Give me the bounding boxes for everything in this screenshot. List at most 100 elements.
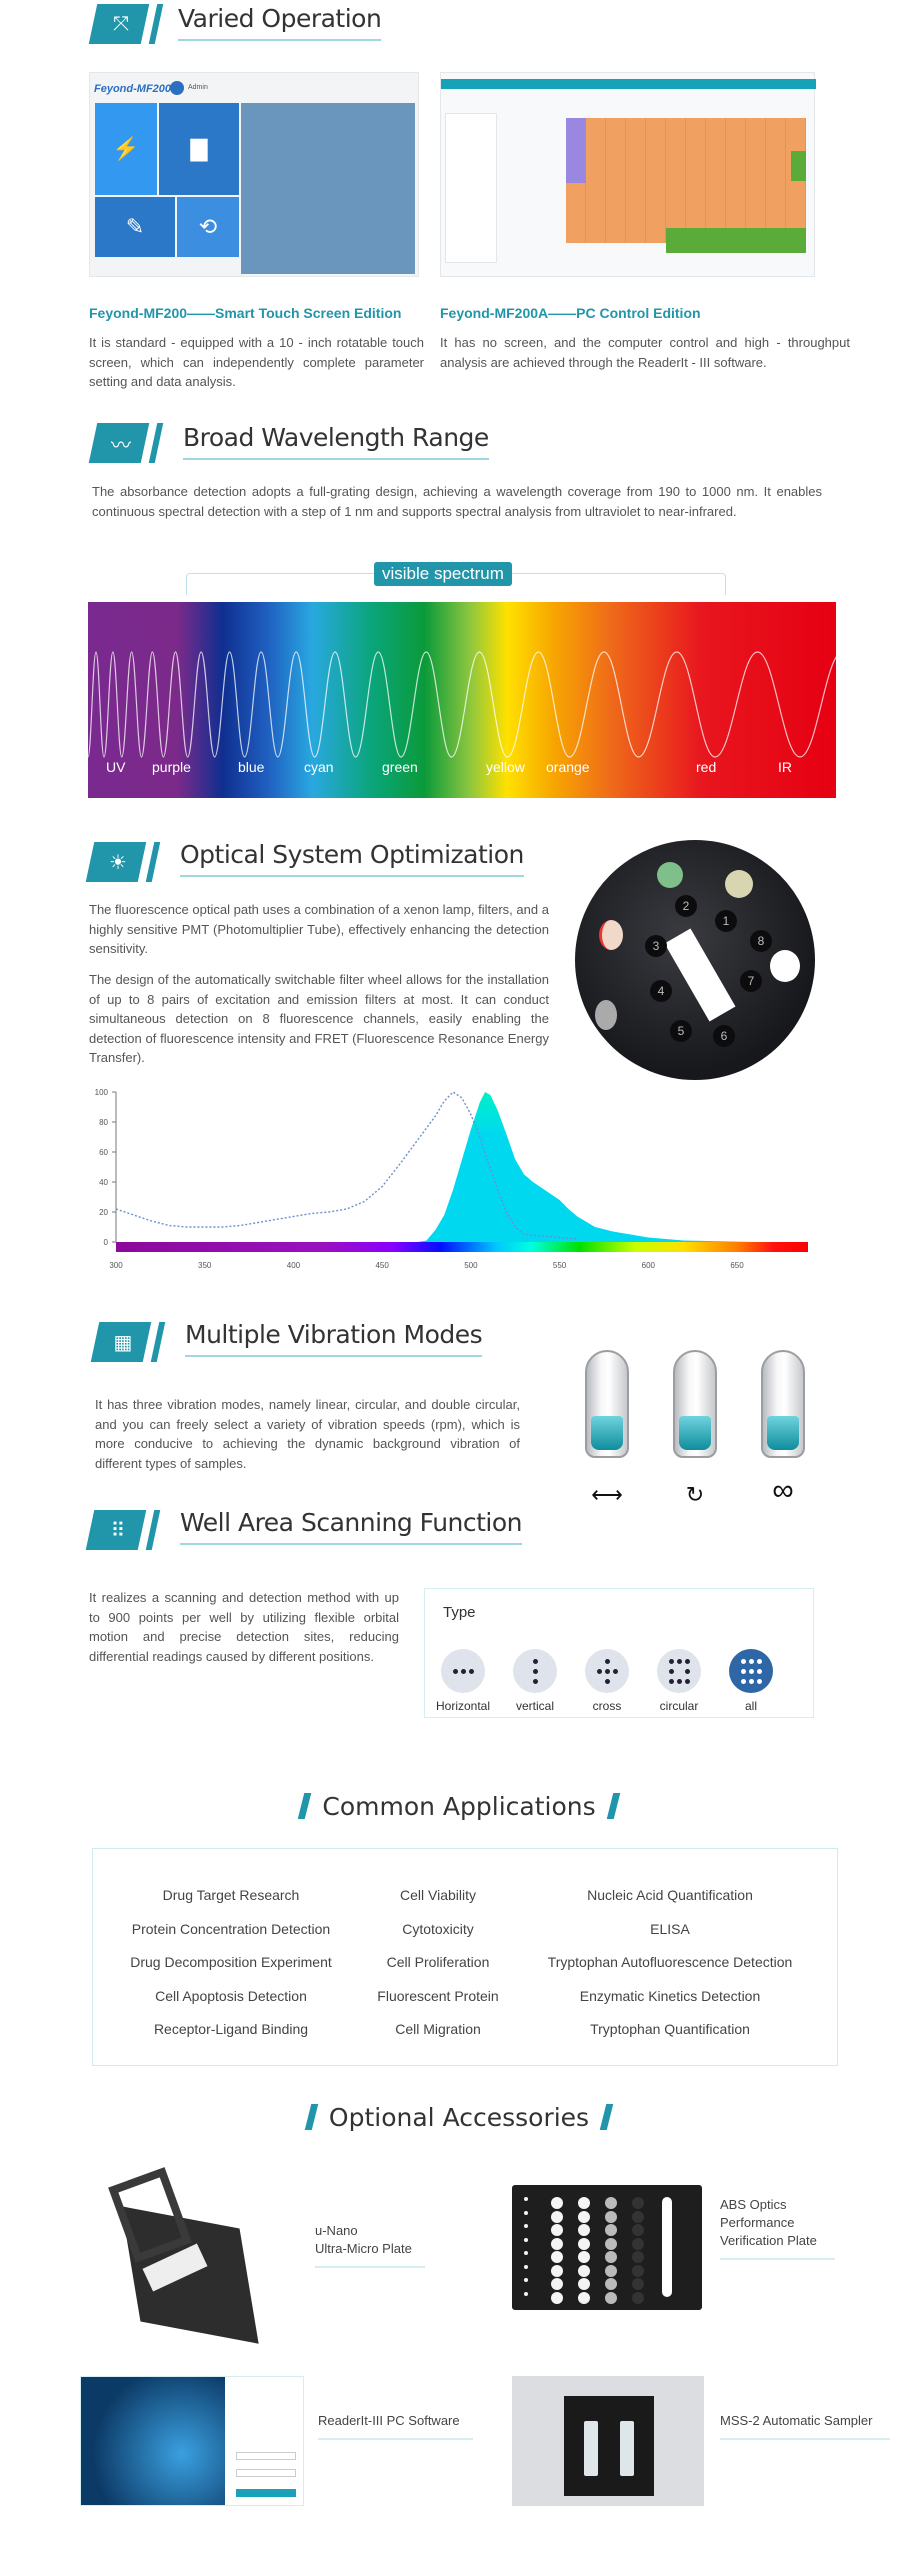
application-item: ELISA xyxy=(650,1920,690,1937)
band-label: purple xyxy=(152,759,191,775)
user-avatar-icon xyxy=(170,81,184,95)
application-item: Nucleic Acid Quantification xyxy=(587,1887,753,1903)
filter-slot-number: 2 xyxy=(675,895,697,917)
application-item: Tryptophan Autofluorescence Detection xyxy=(547,1954,793,1970)
y-tick-label: 100 xyxy=(95,1088,109,1097)
scan-pattern-icon xyxy=(513,1649,557,1693)
application-item: Cell Viability xyxy=(400,1887,476,1903)
x-tick-label: 400 xyxy=(287,1261,301,1270)
accessory-label-readerit: ReaderIt-III PC Software xyxy=(318,2412,473,2440)
wave-icon: 〰 xyxy=(88,423,164,463)
scan-type-all[interactable]: all xyxy=(721,1649,781,1713)
scan-pattern-icon xyxy=(729,1649,773,1693)
optical-paragraph-2: The design of the automatically switchab… xyxy=(89,972,549,1065)
pc-software-ui-image xyxy=(440,72,816,277)
scan-pattern-icon xyxy=(585,1649,629,1693)
section-title-scanning: Well Area Scanning Function xyxy=(180,1508,523,1545)
scan-type-label: Horizontal xyxy=(435,1699,491,1713)
band-label: blue xyxy=(238,759,265,775)
tube-circular xyxy=(673,1350,717,1458)
touch-user: Admin xyxy=(188,84,208,91)
infinity-icon: ∞ xyxy=(772,1474,794,1507)
accessory-label-u-nano: u-Nano Ultra-Micro Plate xyxy=(315,2222,425,2268)
accessory-label-abs-plate: ABS Optics Performance Verification Plate xyxy=(720,2196,835,2260)
touch-description: It is standard - equipped with a 10 - in… xyxy=(89,335,424,389)
abs-verification-plate-image xyxy=(512,2185,702,2310)
scan-type-cross[interactable]: cross xyxy=(577,1649,637,1713)
section-title-optical: Optical System Optimization xyxy=(180,840,524,877)
y-tick-label: 60 xyxy=(99,1148,108,1157)
section-title-accessories: Optional Accessories xyxy=(0,2103,918,2132)
x-tick-label: 550 xyxy=(553,1261,567,1270)
varied-operation-icon: ⤧ xyxy=(88,4,164,44)
filter-slot-number: 7 xyxy=(740,970,762,992)
x-tick-label: 500 xyxy=(464,1261,478,1270)
filter-slot-number: 4 xyxy=(650,980,672,1002)
application-item: Cytotoxicity xyxy=(402,1920,474,1937)
lamp-icon: ☀ xyxy=(85,842,161,882)
visible-spectrum-label: visible spectrum xyxy=(374,562,512,586)
shaking-plate-icon: ▦ xyxy=(90,1322,166,1362)
application-item: Tryptophan Quantification xyxy=(590,2021,750,2037)
optical-paragraph-1: The fluorescence optical path uses a com… xyxy=(89,902,549,956)
application-item: Drug Target Research xyxy=(162,1887,300,1903)
filter-slot-number: 1 xyxy=(715,910,737,932)
scan-type-label: circular xyxy=(659,1699,699,1713)
scan-type-panel: Type Horizontal vertical cross circular all xyxy=(424,1588,814,1718)
scan-type-horizontal[interactable]: Horizontal xyxy=(433,1649,493,1713)
band-label: IR xyxy=(778,759,792,775)
application-item: Receptor-Ligand Binding xyxy=(153,2021,309,2037)
application-item: Drug Decomposition Experiment xyxy=(130,1954,332,1970)
band-label: green xyxy=(382,759,418,775)
vibration-description: It has three vibration modes, namely lin… xyxy=(95,1397,520,1471)
tile-files: ▇ xyxy=(159,103,239,195)
application-item: Enzymatic Kinetics Detection xyxy=(579,1987,761,2004)
y-tick-label: 40 xyxy=(99,1178,108,1187)
scan-type-label: cross xyxy=(592,1699,622,1713)
x-tick-label: 350 xyxy=(198,1261,212,1270)
application-item: Cell Apoptosis Detection xyxy=(155,1987,307,2004)
touch-brand: Feyond-MF200 xyxy=(94,83,172,95)
mss2-sampler-image xyxy=(512,2376,704,2506)
wave-line xyxy=(88,651,836,758)
y-tick-label: 80 xyxy=(99,1118,108,1127)
touch-screen-ui-image: Feyond-MF200 Admin ⚡ ▇ ✎ ⟲ xyxy=(89,72,419,277)
wave-lines xyxy=(88,651,836,758)
x-tick-label: 650 xyxy=(730,1261,744,1270)
band-label: red xyxy=(696,759,717,775)
spectrum-bar: UV purple blue cyan green yellow orange red IR xyxy=(88,602,836,798)
readerit-software-image xyxy=(80,2376,304,2506)
wavelength-description: The absorbance detection adopts a full-g… xyxy=(92,484,822,519)
x-tick-label: 300 xyxy=(109,1261,123,1270)
tile-share: ⟲ xyxy=(177,197,239,257)
scan-type-vertical[interactable]: vertical xyxy=(505,1649,565,1713)
band-label: cyan xyxy=(304,759,334,775)
y-tick-label: 20 xyxy=(99,1208,108,1217)
application-item: Cell Migration xyxy=(395,2021,481,2037)
band-label: UV xyxy=(106,759,126,775)
tile-quick-start: ⚡ xyxy=(95,103,157,195)
plate-grid xyxy=(566,118,806,243)
section-title-varied-operation: Varied Operation xyxy=(178,4,382,41)
tube-double-circular xyxy=(761,1350,805,1458)
scan-pattern-icon xyxy=(441,1649,485,1693)
wavelength-color-bar xyxy=(116,1242,808,1252)
section-title-applications: Common Applications xyxy=(0,1792,918,1821)
pc-caption: Feyond-MF200A——PC Control Edition xyxy=(440,305,701,321)
circular-arrow-icon: ↻ xyxy=(685,1482,705,1507)
type-label: Type xyxy=(443,1604,476,1621)
applications-box: Drug Target Research Cell Viability Nuclei… xyxy=(92,1848,838,2066)
touch-panel xyxy=(241,103,415,274)
spectrum-chart: 0 20 40 60 80 100 300 350 400 450 500 550 600 650 xyxy=(95,1088,808,1270)
vibration-modes: ⟷ ↻ ∞ xyxy=(585,1350,825,1520)
x-tick-label: 600 xyxy=(642,1261,656,1270)
tube-linear xyxy=(585,1350,629,1458)
well-dots-icon: ⠿ xyxy=(85,1510,161,1550)
application-item: Fluorescent Protein xyxy=(377,1987,499,2004)
x-tick-label: 450 xyxy=(375,1261,389,1270)
scan-type-circular[interactable]: circular xyxy=(649,1649,709,1713)
tile-curve: ✎ xyxy=(95,197,175,257)
scanning-description: It realizes a scanning and detection met… xyxy=(89,1590,399,1664)
u-nano-plate-image xyxy=(100,2167,280,2344)
